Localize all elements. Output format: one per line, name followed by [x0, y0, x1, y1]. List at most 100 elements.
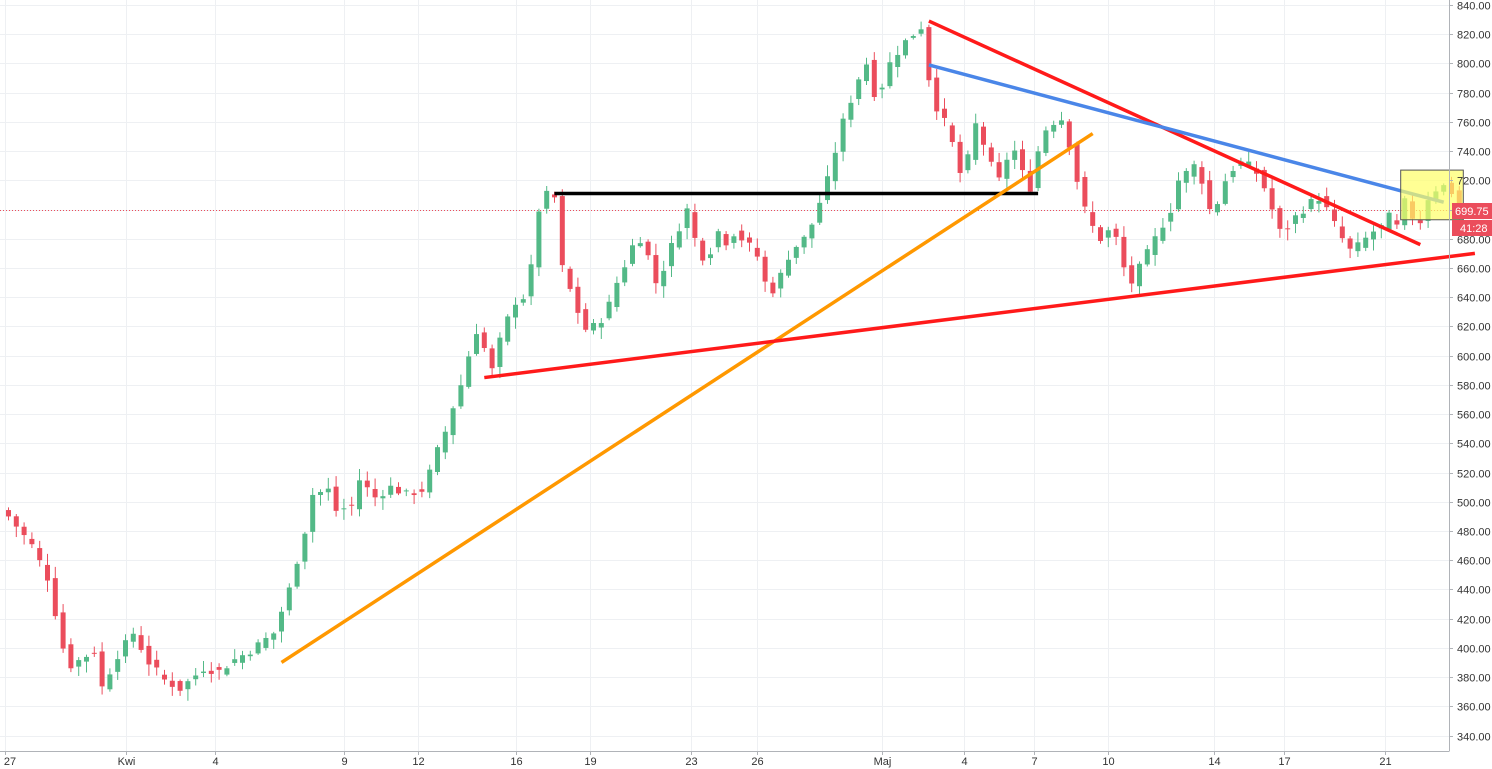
candle-body: [115, 659, 121, 672]
price-tick-label: 620.00: [1457, 322, 1491, 334]
time-tick-label: 9: [341, 756, 347, 768]
candle-body: [99, 651, 105, 687]
price-tick-label: 420.00: [1457, 615, 1491, 627]
candle-body: [193, 675, 199, 680]
candle-body: [318, 491, 323, 496]
candle-body: [934, 77, 940, 112]
candle-body: [1215, 204, 1220, 213]
candle-body: [1230, 171, 1236, 178]
candle-body: [232, 659, 238, 663]
trendlines-layer: [280, 19, 1476, 664]
candle-body: [130, 633, 136, 642]
candle-body: [1363, 237, 1369, 248]
candle-body: [450, 408, 456, 436]
price-tick-label: 580.00: [1457, 381, 1491, 393]
candle-body: [294, 563, 300, 587]
candle-body: [676, 231, 682, 248]
candle-body: [442, 431, 448, 453]
candle-body: [271, 633, 277, 640]
candle-body: [1027, 170, 1033, 192]
candle-body: [552, 194, 557, 198]
time-tick-label: 4: [212, 756, 218, 768]
trendline[interactable]: [484, 251, 1476, 380]
candle-body: [567, 268, 573, 289]
axis-layer: [0, 0, 1450, 752]
candle-body: [606, 301, 612, 319]
candle-body: [544, 190, 550, 209]
candle-body: [1051, 124, 1057, 132]
candle-body: [598, 323, 604, 328]
candle-body: [1394, 220, 1400, 225]
candle-body: [622, 267, 628, 283]
candle-body: [1183, 170, 1189, 183]
candle-body: [1105, 230, 1111, 238]
candle-body: [731, 236, 737, 243]
candle-body: [879, 87, 885, 90]
candle-body: [1012, 150, 1018, 160]
candle-body: [1113, 228, 1119, 237]
candle-body: [669, 243, 674, 267]
trendline[interactable]: [928, 63, 1445, 204]
candle-body: [739, 230, 745, 241]
candle-body: [848, 102, 854, 120]
candle-body: [715, 231, 721, 248]
candle-body: [29, 538, 35, 545]
candle-body: [341, 508, 347, 510]
time-axis[interactable]: 27 Kwi 4 9 12 16 19 23 26 Maj 4 7 10 14 17 21: [4, 751, 1392, 768]
candle-body: [1074, 143, 1080, 182]
candle-body: [146, 645, 152, 665]
time-tick-label: 10: [1102, 756, 1114, 768]
candle-body: [91, 652, 97, 654]
price-tick-label: 340.00: [1457, 732, 1491, 744]
time-tick-label: 27: [4, 756, 16, 768]
candle-body: [575, 286, 581, 313]
candle-body: [255, 642, 261, 654]
candle-body: [1144, 249, 1150, 265]
candle-body: [856, 79, 862, 100]
grid-layer: [0, 0, 1449, 751]
candle-body: [224, 668, 230, 675]
price-tick-label: 600.00: [1457, 352, 1491, 364]
candle-body: [388, 485, 394, 495]
candle-body: [1199, 167, 1205, 184]
candle-body: [138, 635, 144, 650]
candle-body: [895, 54, 901, 67]
candle-body: [949, 125, 955, 143]
candles-layer: [6, 21, 1462, 701]
candle-body: [458, 385, 464, 407]
candle-body: [942, 108, 947, 118]
trendline[interactable]: [280, 132, 1094, 664]
candle-body: [809, 224, 815, 239]
price-tick-label: 400.00: [1457, 644, 1491, 656]
candle-body: [747, 237, 752, 243]
candle-body: [653, 255, 659, 284]
candle-body: [536, 211, 542, 268]
price-tick-label: 540.00: [1457, 439, 1491, 451]
candle-body: [1355, 242, 1361, 252]
candle-body: [403, 490, 409, 492]
price-tick-label: 680.00: [1457, 235, 1491, 247]
candle-body: [279, 611, 284, 632]
candle-body: [427, 469, 433, 493]
candle-body: [396, 486, 401, 494]
candle-body: [185, 681, 191, 690]
price-tick-label: 720.00: [1457, 176, 1491, 188]
trendline[interactable]: [928, 19, 1422, 247]
price-tick-label: 460.00: [1457, 556, 1491, 568]
candle-body: [154, 659, 160, 668]
candle-body: [333, 486, 339, 511]
candle-body: [123, 640, 128, 657]
candle-body: [349, 504, 355, 506]
candle-body: [169, 680, 175, 687]
candle-body: [13, 516, 19, 527]
price-tick-label: 380.00: [1457, 673, 1491, 685]
candle-body: [988, 147, 994, 162]
candle-body: [60, 612, 66, 649]
price-axis[interactable]: 340.00 360.00 380.00 400.00 420.00 440.00 460.…: [1449, 1, 1491, 744]
candle-body: [1332, 209, 1337, 222]
candle-body: [435, 447, 440, 473]
candle-body: [201, 671, 206, 673]
candle-body: [357, 480, 362, 510]
candle-body: [380, 496, 386, 499]
